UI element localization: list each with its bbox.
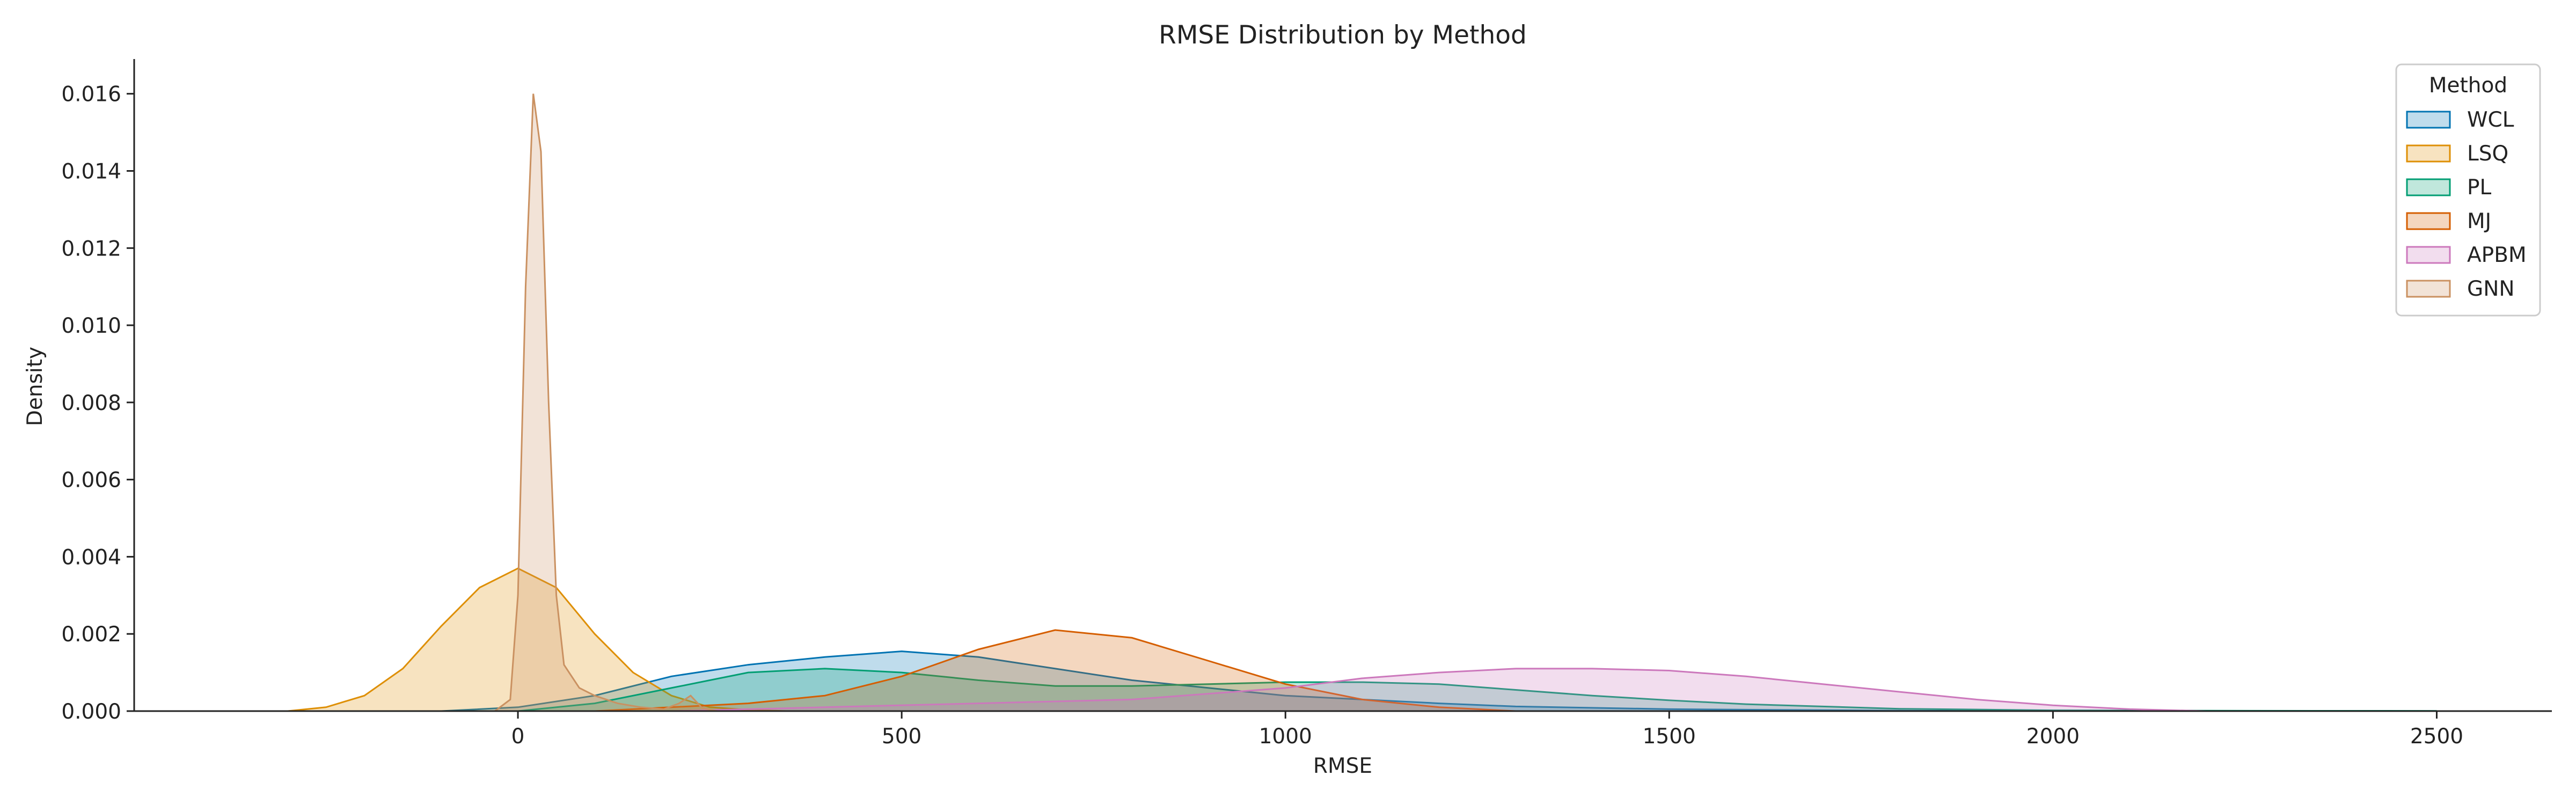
legend: Method WCL LSQ PL MJ APBM GNN [2395,63,2541,317]
x-tick-label: 1000 [1259,724,1312,749]
legend-swatch-mj [2406,212,2451,230]
y-tick-label: 0.014 [61,159,121,184]
x-axis-label: RMSE [1313,754,1372,778]
y-axis-label: Density [23,347,47,426]
series-pl-area [518,668,2437,711]
series-gnn-line [494,93,718,712]
x-tick-label: 2500 [2410,724,2463,749]
y-tick-label: 0.008 [61,391,121,415]
series-apbm-area [671,668,2207,711]
legend-label-lsq: LSQ [2467,142,2508,166]
y-tick-label: 0.002 [61,623,121,647]
y-tick-label: 0.016 [61,83,121,107]
x-tick-label: 2000 [2026,724,2080,749]
series-wcl-area [441,651,2053,711]
series-mj-line [595,629,1516,712]
series-pl-line [517,668,2437,712]
y-tick-label: 0.012 [61,237,121,261]
legend-swatch-wcl [2406,111,2451,129]
chart-title: RMSE Distribution by Method [1159,20,1527,50]
series-layer [287,93,2437,712]
legend-label-wcl: WCL [2467,108,2514,132]
y-tick-label: 0.010 [61,314,121,338]
legend-label-mj: MJ [2467,209,2491,233]
series-gnn-area [495,93,718,712]
y-tick-label: 0.000 [61,700,121,724]
series-apbm-line [671,668,2207,712]
axes-layer: 0 500 1000 1500 2000 2500 0.000 0.002 0.004 0.006… [61,59,2552,749]
legend-label-gnn: GNN [2467,277,2515,301]
x-tick-label: 1500 [1643,724,1696,749]
legend-swatch-lsq [2406,144,2451,163]
series-mj-area [595,630,1516,711]
x-tick-label: 0 [511,724,525,749]
series-lsq-area [288,568,787,711]
series-wcl-line [441,650,2053,712]
y-tick-label: 0.006 [61,469,121,493]
legend-swatch-pl [2406,178,2451,196]
legend-label-apbm: APBM [2467,243,2527,267]
legend-label-pl: PL [2467,175,2492,200]
legend-title: Method [2429,74,2507,98]
y-tick-label: 0.004 [61,545,121,569]
x-tick-label: 500 [882,724,921,749]
legend-swatch-gnn [2406,280,2451,298]
legend-swatch-apbm [2406,246,2451,264]
